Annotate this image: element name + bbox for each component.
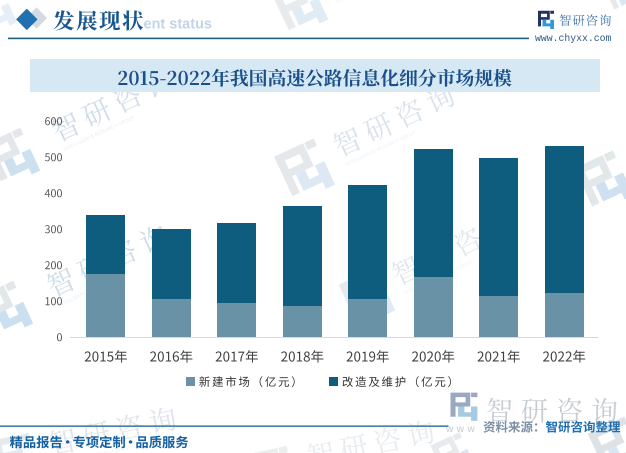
svg-text:ent status: ent status (144, 17, 213, 33)
svg-text:www: www (445, 424, 478, 435)
